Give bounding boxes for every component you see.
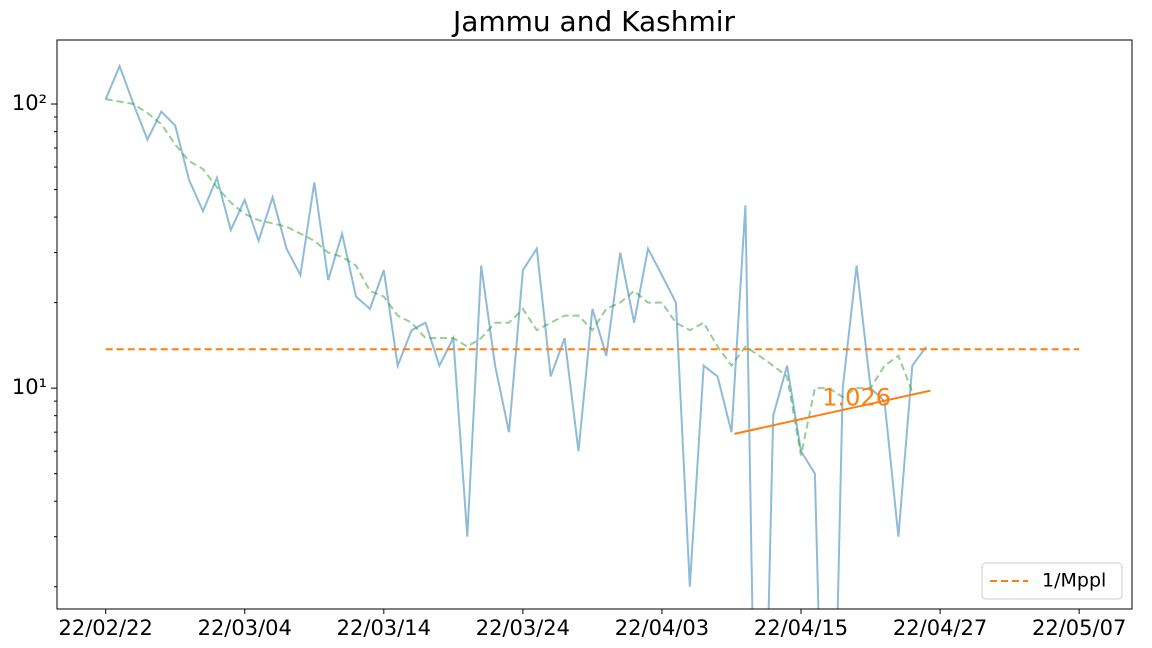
x-tick-label: 22/05/07 (1032, 616, 1126, 640)
x-tick-label: 22/04/27 (893, 616, 987, 640)
series-line (104, 63, 928, 609)
x-tick-label: 22/04/15 (754, 616, 848, 640)
legend-label: 1/Mppl (1042, 570, 1106, 592)
plot-lines (104, 63, 1080, 609)
series-line (105, 98, 914, 456)
plot-frame (56, 39, 1133, 610)
x-tick-label: 22/02/22 (59, 616, 153, 640)
y-tick-label: 10² (12, 91, 47, 115)
x-tick-label: 22/03/24 (476, 616, 570, 640)
y-tick-label: 10¹ (12, 375, 47, 399)
x-tick-label: 22/03/14 (337, 616, 431, 640)
legend-box (981, 562, 1123, 600)
x-tick-label: 22/03/04 (198, 616, 292, 640)
annotation: 1.026 (822, 383, 891, 411)
chart-title: Jammu and Kashmir (451, 5, 736, 38)
x-tick-label: 22/04/03 (615, 616, 709, 640)
series-line (734, 389, 931, 435)
